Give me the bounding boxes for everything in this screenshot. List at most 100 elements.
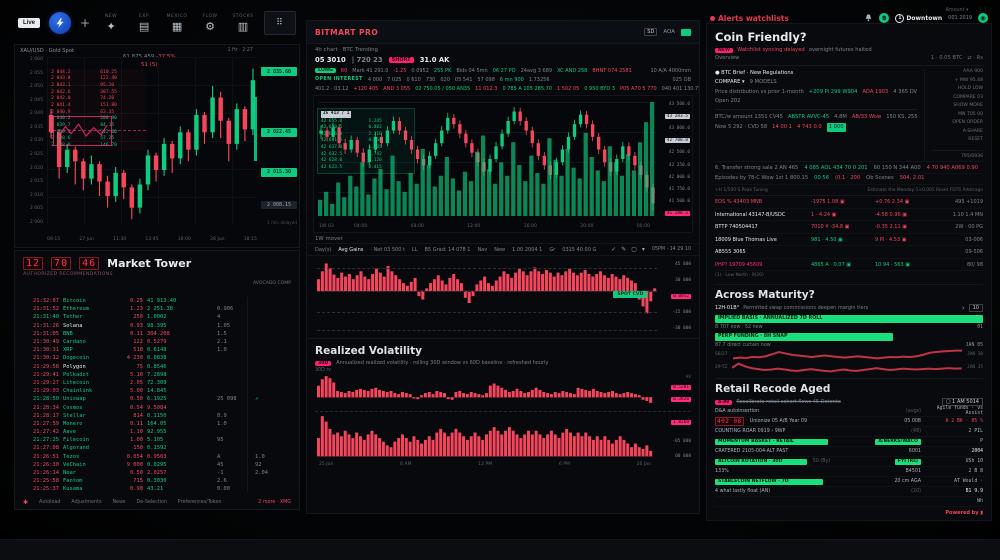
- table-row[interactable]: 2 040.9 63.35: [51, 110, 143, 117]
- chevron-right-icon[interactable]: ›: [961, 304, 965, 313]
- table-row[interactable]: 21:31:52 Ethereum 1.23 2 251.38 0.906: [23, 305, 291, 313]
- toolbar-item[interactable]: B5 Grad: 14 078 1: [424, 246, 471, 253]
- dashboard-button[interactable]: 1 Downtown: [895, 13, 942, 23]
- brief-line[interactable]: ● BTC Brief · New Regulations: [715, 69, 918, 78]
- sparkline-chart[interactable]: [733, 349, 962, 360]
- table-row[interactable]: 21:28:17 Stellar 814 0.1150 0.9: [23, 412, 291, 420]
- refresh-box[interactable]: ▢ 1 AM 5014: [941, 398, 983, 407]
- table-row[interactable]: 21:27:08 Algorand 150 0.1592: [23, 444, 291, 452]
- tool-new-button[interactable]: NEW ✦: [104, 13, 118, 33]
- table-row[interactable]: 42 632.5 0.742: [321, 152, 411, 159]
- toolbar-item[interactable]: New: [494, 246, 506, 253]
- table-row[interactable]: 4 what lastly float (AN) (20) B1 9.9: [715, 487, 983, 498]
- strip-item[interactable]: COMPARE 03: [953, 94, 983, 100]
- toolbar-icon[interactable]: ✎: [621, 246, 627, 253]
- strip-item[interactable]: MN 705 00: [958, 111, 983, 117]
- table-row[interactable]: MOMENTUM BASKET · RETAIL A/BERKS/WACO P: [715, 437, 983, 448]
- trendline-annotation[interactable]: [53, 130, 146, 132]
- table-row[interactable]: 133% B4501 2 B 8: [715, 467, 983, 478]
- table-row[interactable]: 42 623.5 0.415: [321, 165, 411, 172]
- table-row[interactable]: COUNTING ROAR 0919 › 9WP (48) 2 PIL: [715, 427, 983, 438]
- coin-icon[interactable]: ฿: [879, 13, 890, 23]
- short-badge[interactable]: SHORT: [388, 57, 414, 63]
- footer-more-link[interactable]: 2 more · XMG: [258, 500, 291, 505]
- rv-a-plot[interactable]: [317, 375, 653, 411]
- table-row[interactable]: 402 08 Unionize 05 A/B Year 09 05 008 A …: [715, 417, 983, 428]
- table-row[interactable]: BTTP 740504417 7010 ¥ -34.8 ▣ -0.35 2.11 ▣…: [715, 221, 983, 234]
- basis-highlight-bar[interactable]: IMPLIED BASIS · ANNUALIZED 7D ROLL: [715, 314, 983, 323]
- table-row[interactable]: 21:26:14 Near 0.50 2.0257 -1 2.04: [23, 469, 291, 477]
- strip-item[interactable]: OPEN ORDER: [952, 120, 983, 125]
- toolbar-item[interactable]: 1.00 2004 1: [512, 246, 543, 253]
- table-row[interactable]: 21:26:51 Tezos 0.054 0.9503 A 1.0: [23, 453, 291, 461]
- toolbar-item[interactable]: Avg Gains: [338, 246, 364, 253]
- delta-bars-chart[interactable]: [317, 262, 657, 331]
- table-row[interactable]: 21:30:12 Dogecoin 4 230 0.0838: [23, 354, 291, 362]
- overview-label[interactable]: Overview: [715, 55, 740, 61]
- pair-label[interactable]: AOA: [663, 29, 675, 35]
- table-row[interactable]: 21:25:37 Kusama 0.90 43.21 0.00: [23, 485, 291, 493]
- table-row[interactable]: 2 038.6 57.25: [51, 136, 143, 143]
- table-row[interactable]: International 43147-B/USDC 1 · 4.24 ▣ -4.5…: [715, 209, 983, 222]
- table-row[interactable]: 42 646.0 2.310: [321, 132, 411, 139]
- layout-grid-button[interactable]: ⠿: [264, 11, 296, 35]
- footer-link[interactable]: Preferences/Token: [177, 500, 222, 505]
- table-row[interactable]: 21:29:41 Polkadot 5.10 7.2898: [23, 371, 291, 379]
- compare-line[interactable]: COMPARE ▾ 9 MODELS: [715, 78, 918, 87]
- rv-bars-chart[interactable]: [317, 375, 653, 411]
- footer-link[interactable]: Adjustments: [71, 500, 102, 505]
- toolbar-item[interactable]: Gr: [549, 246, 556, 253]
- table-row[interactable]: 21:28:50 Uniswap 0.50 6.1925 25 098 ↗: [23, 395, 291, 403]
- table-row[interactable]: STABLECOIN NETFLOW · 7D 20 cm AGA AT Wou…: [715, 477, 983, 488]
- candlestick-plot[interactable]: 2 044.2 610.25 2 043.8 122.40 2 043.1 95.10 2 …: [47, 57, 257, 225]
- table-row[interactable]: AB555 3065 09-506: [715, 246, 983, 259]
- footer-link[interactable]: Autoload: [39, 500, 61, 505]
- table-row[interactable]: ALTCOIN ROTATION · 30D 50 (By) FYI (Rs) …: [715, 457, 983, 468]
- rv-b-plot[interactable]: [317, 414, 653, 460]
- add-chart-button[interactable]: +: [80, 16, 91, 30]
- table-row[interactable]: 21:25:58 Fantom 715 0.3030 2.6: [23, 477, 291, 485]
- table-row[interactable]: 42 641.5 0.560: [321, 138, 411, 145]
- candlestick-chart[interactable]: [47, 57, 257, 225]
- table-row[interactable]: 2 042.0 74.20: [51, 96, 143, 103]
- table-row[interactable]: 2 040.2 208.90: [51, 116, 143, 123]
- count-box[interactable]: 10: [968, 304, 983, 313]
- sparkline-chart[interactable]: [732, 362, 962, 373]
- toolbar-item[interactable]: 0315 40.00 G: [562, 246, 597, 253]
- volume-chart[interactable]: [318, 102, 656, 216]
- strip-item[interactable]: SHOW MORE: [953, 103, 983, 108]
- price-tag[interactable]: 2 035.60: [261, 67, 297, 77]
- profile-icon[interactable]: ◉: [978, 13, 988, 23]
- footer-link[interactable]: De-Selection: [136, 500, 167, 505]
- tool-stocks-button[interactable]: STOCKS ▥: [232, 13, 254, 33]
- table-row[interactable]: 21:27:59 Monero 0.11 164.05 1.0: [23, 420, 291, 428]
- sd-badge[interactable]: SD: [644, 28, 658, 36]
- strip-item[interactable]: + MW 95.48: [954, 77, 983, 83]
- table-row[interactable]: 21:31:40 Tether 250 1.0002 4: [23, 313, 291, 321]
- window-badge[interactable]: 30D: [315, 360, 332, 366]
- toolbar-icon[interactable]: ▾: [641, 246, 645, 253]
- strip-item[interactable]: AAA 900: [963, 69, 983, 74]
- table-row[interactable]: 2 044.2 610.25: [51, 70, 143, 77]
- tool-markets-button[interactable]: MEXICO ▦: [166, 13, 188, 33]
- table-row[interactable]: 42 655.0 1.245: [321, 119, 411, 126]
- table-row[interactable]: 21:30:49 Cardano 122 0.5279 2.1: [23, 338, 291, 346]
- table-row[interactable]: 21:29:58 Polygon 75 0.8546: [23, 363, 291, 371]
- delta-plot[interactable]: [317, 262, 657, 331]
- alerts-title[interactable]: Alerts watchlists: [710, 14, 789, 23]
- price-tag[interactable]: 2 015.30: [261, 167, 297, 177]
- footer-link[interactable]: News: [112, 500, 126, 505]
- more-menu-icon[interactable]: ⋮⋮: [978, 8, 988, 13]
- table-row[interactable]: 18009 Blue Thomas Live 981 · 4.50 ▣ 9 PI ·…: [715, 234, 983, 247]
- table-row[interactable]: 21:31:26 Solana 0.93 98.395 1.05: [23, 322, 291, 330]
- table-row[interactable]: 42 628.0 3.120: [321, 158, 411, 165]
- strip-item[interactable]: RESET: [968, 137, 983, 142]
- table-row[interactable]: 21:30:31 XRP 510 0.6148 1.0: [23, 346, 291, 354]
- table-row[interactable]: 42 650.5 0.882: [321, 125, 411, 132]
- exchange-brand[interactable]: BITMART PRO: [315, 27, 379, 37]
- table-row[interactable]: 42 637.0 1.905: [321, 145, 411, 152]
- table-row[interactable]: 2 043.1 95.10: [51, 83, 143, 90]
- table-row[interactable]: 2 039.1 312.60: [51, 130, 143, 137]
- app-logo-icon[interactable]: [49, 12, 71, 34]
- maturity-lead[interactable]: 12H-01B° Permitted swap commissions deep…: [715, 304, 983, 313]
